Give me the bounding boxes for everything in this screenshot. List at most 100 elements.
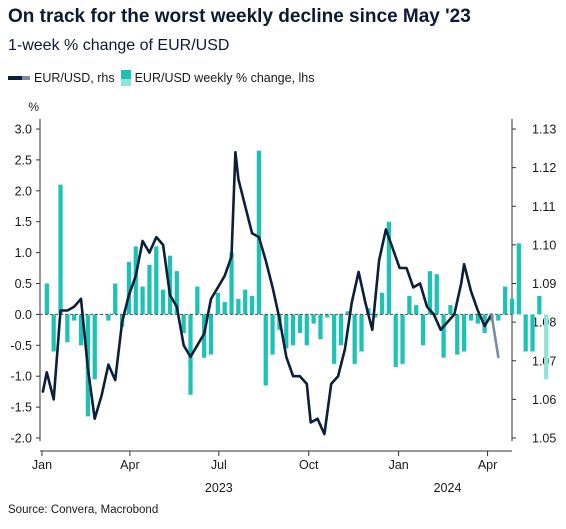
left-axis-tick-label: 0.5 xyxy=(15,277,32,291)
x-axis-month-label: Jul xyxy=(211,458,227,472)
bar xyxy=(126,261,132,315)
bar xyxy=(297,314,303,333)
eurusd-line-latest xyxy=(490,313,500,359)
right-axis-tick-label: 1.06 xyxy=(532,393,556,407)
legend-bar-swatch xyxy=(120,70,131,86)
bar xyxy=(427,271,433,315)
bar xyxy=(468,314,474,321)
legend-item-line: EUR/USD, rhs xyxy=(8,71,115,85)
bar xyxy=(407,295,412,315)
bar xyxy=(147,264,152,315)
chart-title: On track for the worst weekly decline si… xyxy=(8,6,471,27)
bar xyxy=(65,314,70,343)
bar xyxy=(379,292,385,315)
bar xyxy=(359,314,364,352)
bar xyxy=(161,289,166,315)
bar xyxy=(332,314,337,364)
chart-subtitle: 1-week % change of EUR/USD xyxy=(8,37,230,54)
right-axis-tick-label: 1.13 xyxy=(532,123,556,137)
bar xyxy=(400,314,405,364)
bar xyxy=(318,314,323,340)
bar xyxy=(516,243,521,315)
bar xyxy=(475,314,480,324)
bar xyxy=(373,314,378,318)
left-axis-tick-label: 2.0 xyxy=(15,184,32,198)
right-axis-tick-label: 1.10 xyxy=(532,238,556,252)
eurusd-line xyxy=(41,150,493,436)
bar xyxy=(461,314,467,352)
bar xyxy=(208,314,214,355)
bar xyxy=(181,314,186,333)
x-axis-year-label: 2024 xyxy=(434,481,462,495)
bar xyxy=(174,271,179,315)
left-axis-tick-label: 1.5 xyxy=(15,215,32,229)
bar xyxy=(393,314,398,367)
bar xyxy=(78,314,84,346)
legend-line-swatch xyxy=(8,72,30,84)
left-axis-tick-label: -2.0 xyxy=(10,432,32,446)
left-axis-tick-label: 1.0 xyxy=(15,246,32,260)
bar xyxy=(455,314,460,355)
left-axis-unit-label: % xyxy=(28,100,39,114)
legend: EUR/USD, rhs EUR/USD weekly % change, lh… xyxy=(8,70,321,86)
bar xyxy=(434,274,439,315)
bar xyxy=(338,314,344,346)
chart-area: % -2.0 -1.5 -1.0 -0.5 0.0 0.5 1.0 1.5 2.0 2.5 3.0 1.… xyxy=(10,100,556,495)
x-axis-month-label: Apr xyxy=(478,458,497,472)
bar xyxy=(133,246,138,315)
source-note: Source: Convera, Macrobond xyxy=(8,504,159,516)
bar xyxy=(311,314,316,324)
left-axis-tick-label: -1.5 xyxy=(10,401,32,415)
bar xyxy=(448,305,453,315)
bar xyxy=(290,314,296,346)
bar xyxy=(263,314,268,386)
bar xyxy=(537,295,542,315)
bar xyxy=(44,283,49,315)
bar xyxy=(58,184,63,315)
bar xyxy=(496,314,501,321)
bar xyxy=(304,314,309,346)
legend-bar-label: EUR/USD weekly % change, lhs xyxy=(134,71,315,85)
x-axis-month-label: Oct xyxy=(299,458,319,472)
bar xyxy=(509,298,515,315)
bar xyxy=(222,302,227,315)
bar xyxy=(51,314,56,352)
bar xyxy=(249,295,255,315)
right-axis-tick-label: 1.05 xyxy=(532,432,556,446)
x-axis-month-label: Jan xyxy=(32,458,52,472)
left-axis-tick-label: -0.5 xyxy=(10,339,32,353)
bar xyxy=(243,289,248,315)
bar xyxy=(92,314,97,380)
bar xyxy=(325,314,330,318)
right-axis-tick-label: 1.12 xyxy=(532,161,556,175)
bar xyxy=(195,286,200,315)
x-axis-month-label: Jan xyxy=(389,458,409,472)
x-axis-month-label: Apr xyxy=(120,458,139,472)
bar xyxy=(106,314,111,321)
bar xyxy=(215,292,220,315)
bar xyxy=(414,305,419,315)
bar xyxy=(236,298,241,315)
left-axis-tick-label: -1.0 xyxy=(10,370,32,384)
bar xyxy=(345,311,350,315)
bar xyxy=(420,314,426,346)
left-axis-tick-label: 2.5 xyxy=(15,153,32,167)
bar xyxy=(284,314,289,349)
bar xyxy=(154,246,159,315)
right-axis-tick-label: 1.09 xyxy=(532,277,556,291)
left-axis-tick-label: 0.0 xyxy=(15,308,32,322)
bar xyxy=(113,283,118,315)
x-axis-year-label: 2023 xyxy=(205,481,233,495)
bar xyxy=(503,286,508,315)
bar xyxy=(386,221,391,315)
left-axis-tick-label: 3.0 xyxy=(15,123,32,137)
bar xyxy=(352,314,357,364)
bar xyxy=(167,255,173,315)
bar xyxy=(256,150,262,315)
bar-latest xyxy=(544,314,549,380)
bar xyxy=(270,314,275,355)
legend-line-label: EUR/USD, rhs xyxy=(34,71,115,85)
bar xyxy=(140,286,145,315)
bar xyxy=(523,314,528,352)
right-axis-tick-label: 1.11 xyxy=(532,200,555,214)
